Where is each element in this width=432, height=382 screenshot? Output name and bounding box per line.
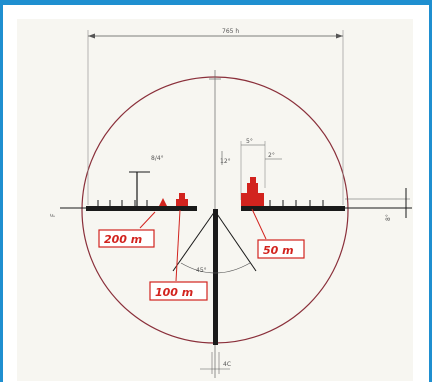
bottom-dim-label: 4C	[223, 361, 231, 368]
angle-arc	[180, 262, 251, 274]
left-edge-mark: F	[50, 213, 57, 217]
bottom-thick-post	[213, 209, 218, 345]
label-50m: 50 m	[263, 244, 294, 257]
left-post-label: 8/4°	[151, 155, 164, 162]
top-arrow-right	[336, 33, 343, 39]
right-thick-bar	[241, 206, 345, 211]
right-gap-label-b: 2°	[268, 152, 275, 159]
left-thick-bar	[86, 206, 197, 211]
label-100m: 100 m	[155, 286, 193, 299]
right-bar-ticks	[269, 200, 324, 206]
angle-label: 45°	[196, 267, 207, 274]
target-100m-icon	[176, 193, 188, 206]
right-mark-label: 8°	[385, 214, 392, 221]
leader-200m	[139, 211, 156, 229]
center-gap-label: 12°	[220, 158, 231, 165]
left-bar-ticks	[97, 200, 148, 206]
target-50m-icon	[241, 177, 264, 206]
label-box-50m	[257, 239, 305, 259]
leader-50m	[251, 208, 267, 240]
leader-100m	[175, 209, 181, 282]
right-gap-label-a: 5°	[246, 138, 253, 145]
top-arrow-left	[88, 33, 95, 39]
label-200m: 200 m	[104, 233, 142, 246]
angle-line-left	[172, 210, 216, 272]
target-200m-icon	[159, 198, 167, 206]
top-dimension-label: 765 h	[222, 28, 239, 35]
angle-line-right	[214, 210, 257, 272]
label-box-200m	[98, 229, 155, 248]
label-box-100m	[149, 281, 208, 301]
